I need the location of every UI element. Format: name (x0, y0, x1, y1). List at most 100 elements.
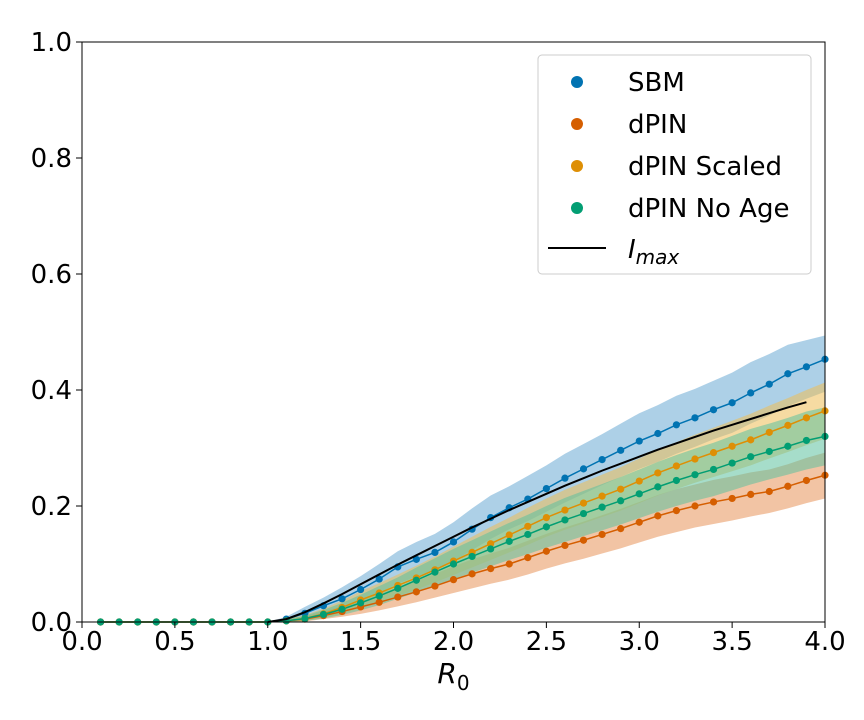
legend-label: dPIN Scaled (628, 152, 782, 182)
point-sbm (728, 399, 736, 407)
point-dpin (747, 490, 755, 498)
point-dpin-scaled (598, 492, 606, 500)
y-tick-label: 0.8 (31, 144, 72, 174)
legend-label-imax: Imax (628, 235, 679, 269)
point-dpin-scaled (784, 421, 792, 429)
point-dpin-scaled (635, 477, 643, 485)
point-dpin-scaled (654, 469, 662, 477)
point-dpin-scaled (561, 506, 569, 514)
point-dpin-no-age (468, 552, 476, 561)
point-dpin-no-age (338, 605, 346, 613)
x-tick-label: 1.0 (247, 627, 288, 657)
point-dpin-no-age (431, 568, 439, 576)
point-dpin (505, 560, 513, 568)
point-dpin-scaled (505, 531, 513, 539)
point-dpin-no-age (505, 537, 513, 545)
point-dpin-scaled (524, 522, 532, 530)
point-dpin-no-age (765, 447, 773, 456)
point-dpin-no-age (709, 465, 718, 474)
legend-label: dPIN No Age (628, 194, 789, 224)
point-dpin-scaled (579, 499, 588, 507)
point-dpin-no-age (412, 576, 420, 584)
point-dpin-no-age (394, 584, 402, 592)
point-dpin (765, 487, 773, 496)
y-tick-label: 0.4 (31, 376, 72, 406)
point-dpin-no-age (524, 530, 532, 539)
point-dpin-scaled (487, 540, 495, 548)
point-sbm (635, 437, 643, 445)
x-tick-label: 2.0 (433, 627, 474, 657)
legend-label: SBM (628, 68, 685, 98)
point-dpin-no-age (375, 592, 383, 600)
x-axis-label-main: R (437, 657, 456, 690)
y-axis-ticks: 0.0 0.2 0.4 0.6 0.8 1.0 (31, 28, 82, 638)
band-dpin-no-age (100, 407, 825, 622)
point-dpin-scaled (747, 436, 755, 444)
point-sbm (561, 474, 569, 482)
point-dpin-no-age (802, 436, 811, 445)
point-dpin (524, 554, 532, 562)
imax-curve (267, 401, 807, 623)
point-dpin (579, 536, 588, 544)
point-sbm (765, 380, 773, 388)
point-dpin (654, 512, 662, 520)
x-tick-label: 3.0 (619, 627, 660, 657)
point-dpin-scaled (672, 462, 681, 470)
x-axis-ticks: 0.0 0.5 1.0 1.5 2.0 2.5 3.0 3.5 4.0 (61, 622, 846, 657)
point-dpin-no-age (598, 503, 606, 511)
point-dpin (394, 593, 402, 601)
point-dpin-no-age (747, 453, 755, 461)
point-sbm (691, 414, 699, 422)
point-dpin-no-age (784, 442, 792, 450)
point-dpin-no-age (357, 599, 365, 607)
x-tick-label: 4.0 (804, 627, 845, 657)
point-sbm (747, 389, 755, 397)
point-dpin-no-age (319, 610, 328, 619)
point-dpin-no-age (579, 509, 588, 518)
point-dpin-no-age (301, 614, 309, 623)
point-dpin (728, 494, 736, 503)
point-dpin-scaled (728, 442, 736, 450)
legend-marker (571, 202, 583, 214)
point-dpin-no-age (672, 476, 681, 485)
y-tick-label: 0.6 (31, 260, 72, 290)
point-dpin-no-age (487, 545, 495, 553)
band-sbm (100, 335, 825, 622)
point-dpin (487, 565, 495, 573)
point-dpin (709, 498, 718, 506)
legend-marker (571, 118, 583, 130)
x-axis-label: R0 (437, 657, 469, 695)
point-sbm (709, 406, 718, 414)
point-dpin (468, 570, 476, 578)
x-tick-label: 3.5 (711, 627, 752, 657)
x-axis-label-sub: 0 (457, 671, 470, 695)
x-tick-label: 1.5 (340, 627, 381, 657)
point-dpin (412, 588, 420, 596)
y-tick-label: 1.0 (31, 28, 72, 58)
point-sbm (542, 485, 550, 493)
point-dpin-no-age (635, 490, 643, 498)
legend-marker (571, 76, 583, 88)
point-dpin-scaled (617, 485, 625, 493)
point-dpin (672, 507, 681, 515)
point-dpin-scaled (542, 514, 550, 522)
legend-marker (571, 160, 583, 172)
imax-line (267, 401, 807, 623)
point-sbm (449, 538, 458, 546)
point-sbm (375, 575, 383, 583)
confidence-bands (100, 335, 825, 622)
point-dpin (784, 482, 792, 490)
point-dpin-no-age (728, 459, 736, 467)
y-tick-label: 0.2 (31, 492, 72, 522)
point-dpin-no-age (691, 471, 699, 479)
point-dpin-scaled (691, 455, 699, 463)
x-tick-label: 0.0 (61, 627, 102, 657)
point-dpin (635, 518, 643, 526)
point-dpin (431, 582, 439, 590)
point-dpin-no-age (617, 497, 625, 505)
y-tick-label: 0.0 (31, 608, 72, 638)
point-sbm (579, 465, 588, 473)
x-tick-label: 2.5 (526, 627, 567, 657)
legend-box (537, 54, 812, 275)
